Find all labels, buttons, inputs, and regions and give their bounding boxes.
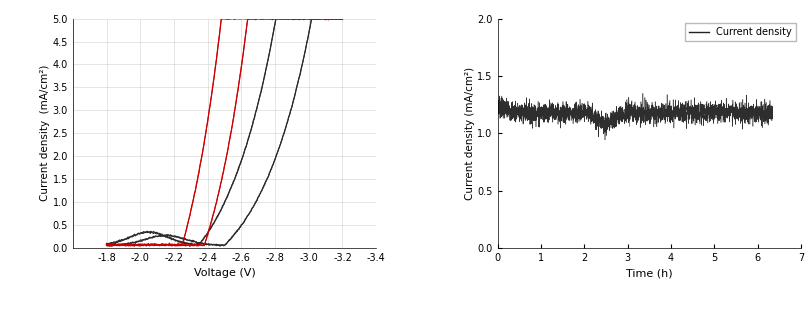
X-axis label: Time (h): Time (h) [626, 268, 672, 278]
Legend: Current density: Current density [685, 24, 796, 41]
X-axis label: Voltage (V): Voltage (V) [193, 268, 256, 278]
Y-axis label: Current density (mA/cm²): Current density (mA/cm²) [464, 67, 475, 200]
Y-axis label: Current density  (mA/cm²): Current density (mA/cm²) [40, 65, 49, 202]
